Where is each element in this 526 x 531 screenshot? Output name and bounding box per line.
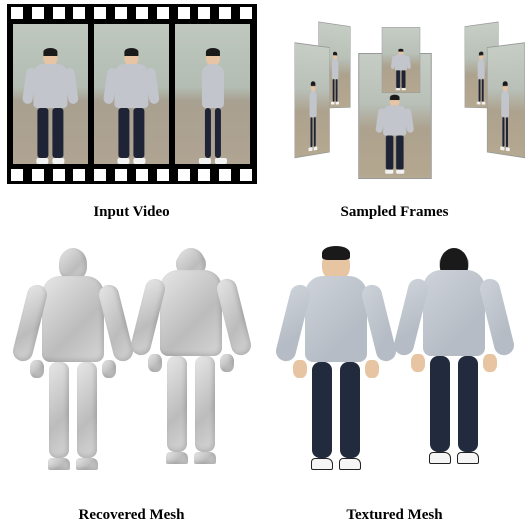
sprocket [32, 7, 44, 19]
recovered-mesh-front [18, 248, 128, 483]
label-text: Textured Mesh [346, 503, 442, 525]
sprocket [73, 7, 85, 19]
sampled-frame-card [486, 42, 524, 158]
textured-mesh-back [399, 248, 509, 483]
recovered-mesh-pair [18, 248, 246, 483]
label-text: Input Video [93, 200, 169, 222]
film-frame [13, 24, 88, 164]
sprocket [11, 169, 23, 181]
film-frames [13, 24, 251, 164]
label-textured-mesh: Textured Mesh [263, 503, 526, 531]
sampled-frames-3d [270, 0, 520, 190]
sprocket-row-bottom [7, 166, 257, 184]
label-text: Sampled Frames [341, 200, 449, 222]
sprocket [136, 7, 148, 19]
sprocket [115, 169, 127, 181]
sprocket [219, 169, 231, 181]
film-frame [175, 24, 250, 164]
sprocket [178, 7, 190, 19]
sprocket [115, 7, 127, 19]
sprocket-row-top [7, 4, 257, 22]
sprocket [32, 169, 44, 181]
label-input-video: Input Video [0, 200, 263, 228]
label-recovered-mesh: Recovered Mesh [0, 503, 263, 531]
sprocket [240, 169, 252, 181]
film-strip [7, 4, 257, 184]
sprocket [178, 169, 190, 181]
sampled-frames-panel [263, 0, 526, 200]
recovered-mesh-back [136, 248, 246, 483]
sprocket [94, 169, 106, 181]
sprocket [53, 169, 65, 181]
recovered-mesh-panel [0, 228, 263, 503]
sprocket [94, 7, 106, 19]
sprocket [53, 7, 65, 19]
sprocket [11, 7, 23, 19]
sprocket [157, 7, 169, 19]
sprocket [73, 169, 85, 181]
sampled-frame-card [294, 42, 329, 158]
label-sampled-frames: Sampled Frames [263, 200, 526, 228]
sprocket [136, 169, 148, 181]
textured-mesh-front [281, 248, 391, 483]
sprocket [240, 7, 252, 19]
textured-mesh-pair [281, 248, 509, 483]
textured-mesh-panel [263, 228, 526, 503]
label-text: Recovered Mesh [79, 503, 185, 525]
sprocket [219, 7, 231, 19]
sprocket [157, 169, 169, 181]
film-frame [94, 24, 169, 164]
input-video-panel [0, 0, 263, 200]
sprocket [198, 169, 210, 181]
sprocket [198, 7, 210, 19]
sampled-frame-card [381, 27, 420, 93]
